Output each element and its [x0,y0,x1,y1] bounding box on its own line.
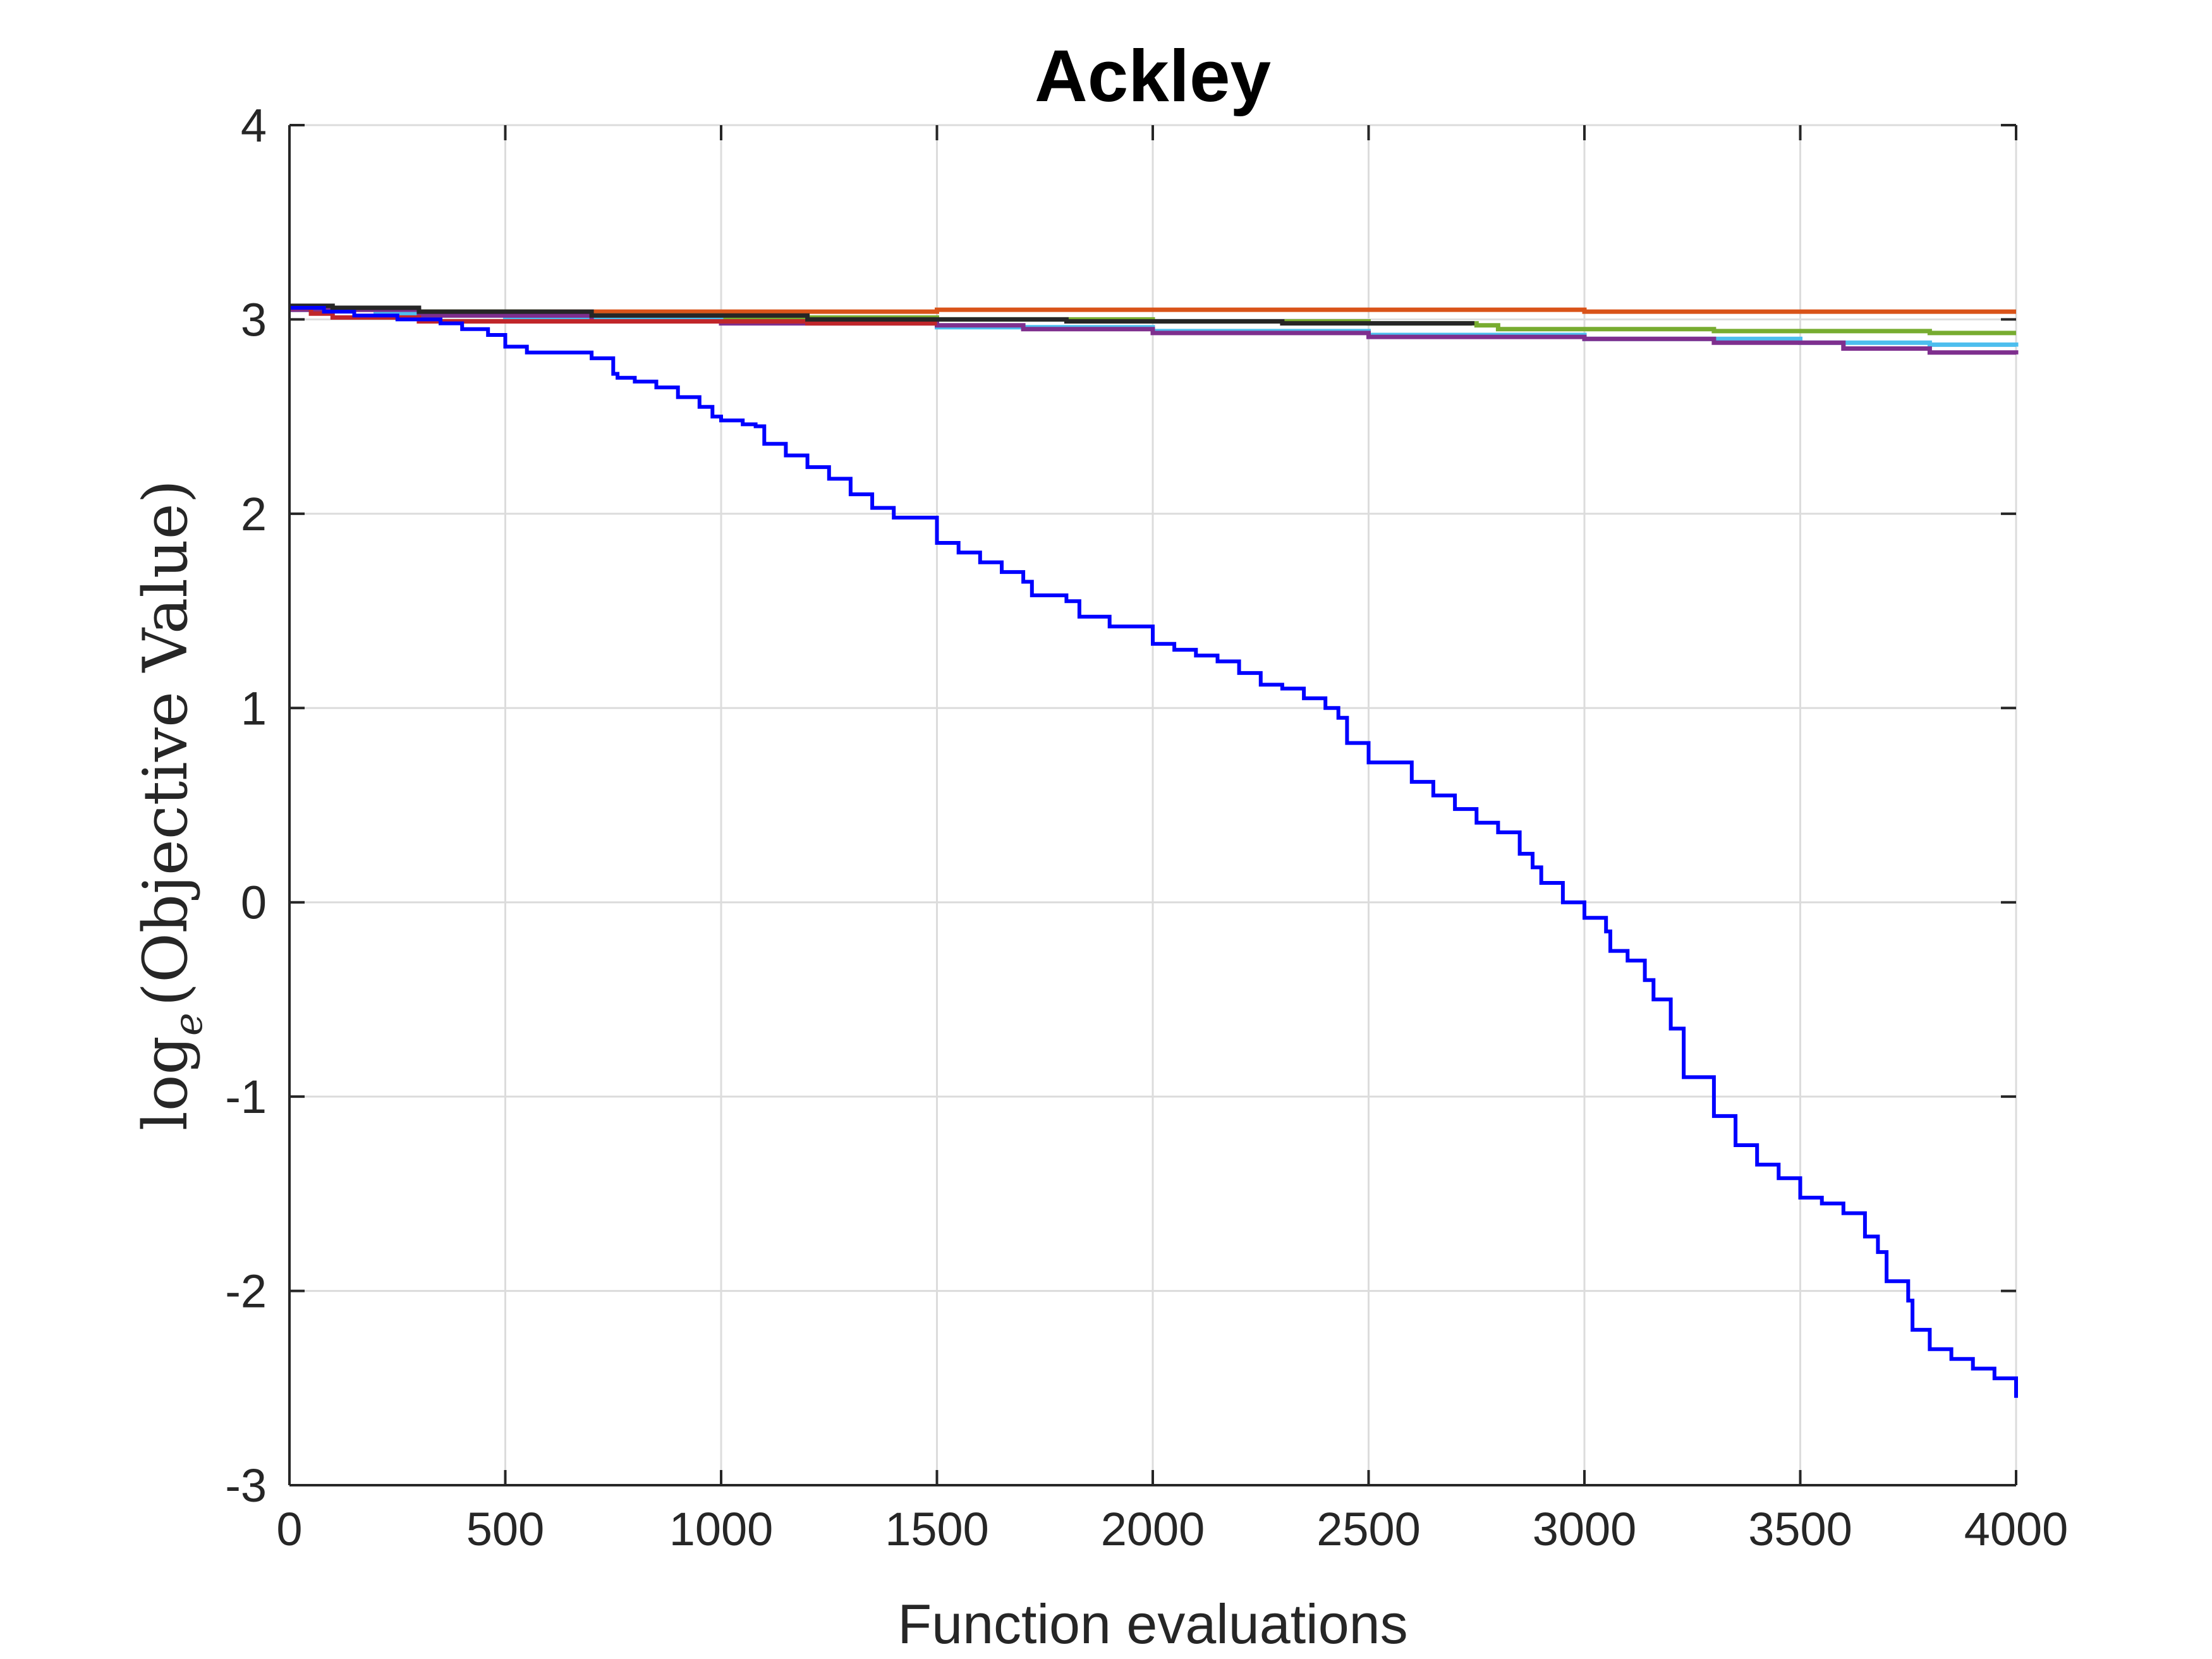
x-tick-label: 500 [466,1503,544,1555]
series-line-5 [289,303,1474,326]
x-tick-label: 1000 [669,1503,774,1555]
y-axis-label-rest: (Objective Value) [130,480,201,1006]
x-tick-label: 4000 [1964,1503,2069,1555]
x-tick-label: 2000 [1101,1503,1205,1555]
y-axis-label-log: log [130,1036,201,1131]
y-tick-label: 0 [241,877,267,929]
y-axis-label-text: loge (Objective Value) [130,480,211,1131]
x-tick-label: 3500 [1748,1503,1852,1555]
tick-labels: 0 500 1000 1500 2000 2500 3000 3500 4000 -3 -2 -1 0 1… [225,99,2068,1555]
y-axis-label: loge (Objective Value) [130,480,211,1131]
y-tick-label: -1 [225,1071,267,1123]
y-tick-label: -3 [225,1459,267,1512]
series-line-6 [289,306,2018,1398]
y-axis-label-sub: e [165,1012,211,1036]
y-tick-label: 4 [241,99,267,152]
y-tick-label: -2 [225,1265,267,1318]
y-tick-label: 2 [241,488,267,540]
x-tick-label: 0 [276,1503,302,1555]
axes [288,124,2017,1486]
x-tick-label: 3000 [1533,1503,1637,1555]
y-tick-label: 1 [241,682,267,734]
series-lines [289,303,2019,1398]
x-axis-label: Function evaluations [897,1593,1407,1655]
x-tick-label: 1500 [885,1503,989,1555]
x-tick-label: 2500 [1316,1503,1421,1555]
chart-title: Ackley [1035,35,1271,117]
y-tick-label: 3 [241,293,267,346]
